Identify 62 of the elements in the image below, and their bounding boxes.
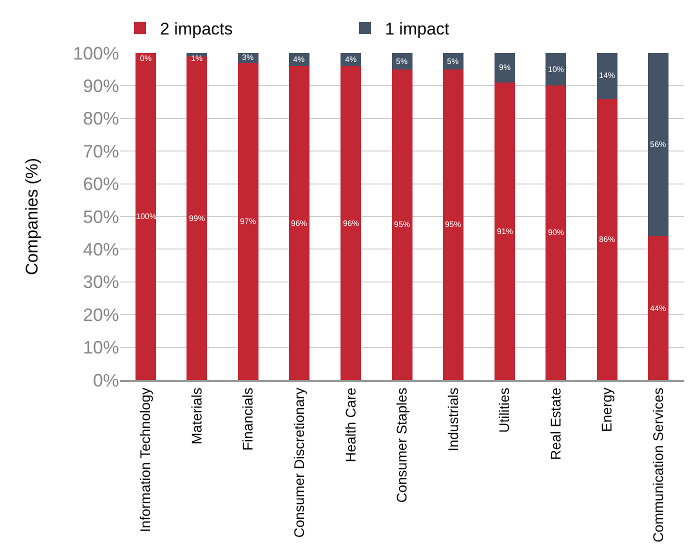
data-label: 5% [447, 57, 459, 66]
bar [546, 53, 566, 86]
x-tick-label: Consumer Staples [394, 388, 410, 503]
data-label: 95% [394, 220, 410, 229]
x-tick-label: Financials [240, 388, 256, 451]
data-label: 90% [548, 228, 564, 237]
data-label: 3% [242, 53, 254, 62]
y-tick-label: 60% [82, 174, 119, 194]
data-label: 4% [293, 55, 305, 64]
data-label: 4% [345, 55, 357, 64]
data-label: 97% [240, 217, 256, 226]
bar [648, 236, 669, 380]
x-tick-label: Consumer Discretionary [291, 388, 307, 538]
data-label: 86% [599, 235, 616, 244]
data-label: 96% [343, 219, 360, 228]
data-label: 56% [650, 140, 666, 149]
bar [546, 86, 566, 380]
x-tick-label: Energy [598, 388, 615, 432]
bar [494, 82, 515, 380]
bar [443, 69, 464, 380]
bar [596, 53, 618, 99]
x-tick-label: Real Estate [547, 387, 564, 460]
bar [186, 53, 208, 56]
y-tick-label: 100% [72, 43, 119, 64]
data-label: 96% [291, 219, 308, 228]
x-tick-label: Utilities [496, 388, 512, 433]
bar [289, 66, 310, 380]
data-label: 99% [189, 214, 206, 223]
y-tick-label: 10% [82, 338, 119, 358]
bar [340, 66, 361, 380]
data-label: 0% [140, 54, 152, 63]
data-label: 10% [548, 65, 564, 74]
bar [494, 53, 515, 82]
data-label: 1% [191, 54, 203, 63]
y-tick-label: 80% [82, 108, 119, 129]
data-label: 5% [396, 57, 408, 66]
data-label: 14% [599, 71, 616, 80]
x-tick-label: Communication Services [650, 388, 666, 542]
bar [238, 62, 258, 380]
y-tick-label: 0% [92, 370, 119, 390]
x-tick-label: Materials [188, 388, 204, 444]
bar [135, 53, 156, 380]
y-tick-label: 30% [82, 272, 119, 292]
data-label: 44% [650, 304, 666, 313]
y-tick-label: 50% [82, 206, 119, 227]
y-tick-label: 90% [82, 76, 119, 96]
y-tick-label: 40% [82, 240, 119, 260]
y-axis-title: Companies (%) [22, 158, 42, 276]
x-tick-label: Industrials [444, 388, 461, 452]
bar [186, 56, 208, 380]
data-label: 95% [445, 220, 462, 229]
bar [596, 98, 618, 380]
y-tick-label: 70% [82, 141, 119, 162]
data-label: 9% [499, 63, 511, 72]
bar [648, 53, 669, 236]
data-label: 91% [497, 227, 514, 236]
legend-label: 1 impact [385, 20, 450, 39]
x-tick-label: Information Technology [137, 388, 154, 532]
y-tick-label: 20% [82, 304, 119, 325]
bar [392, 69, 412, 380]
legend-label: 2 impacts [160, 20, 233, 39]
x-tick-label: Health Care [342, 387, 358, 462]
